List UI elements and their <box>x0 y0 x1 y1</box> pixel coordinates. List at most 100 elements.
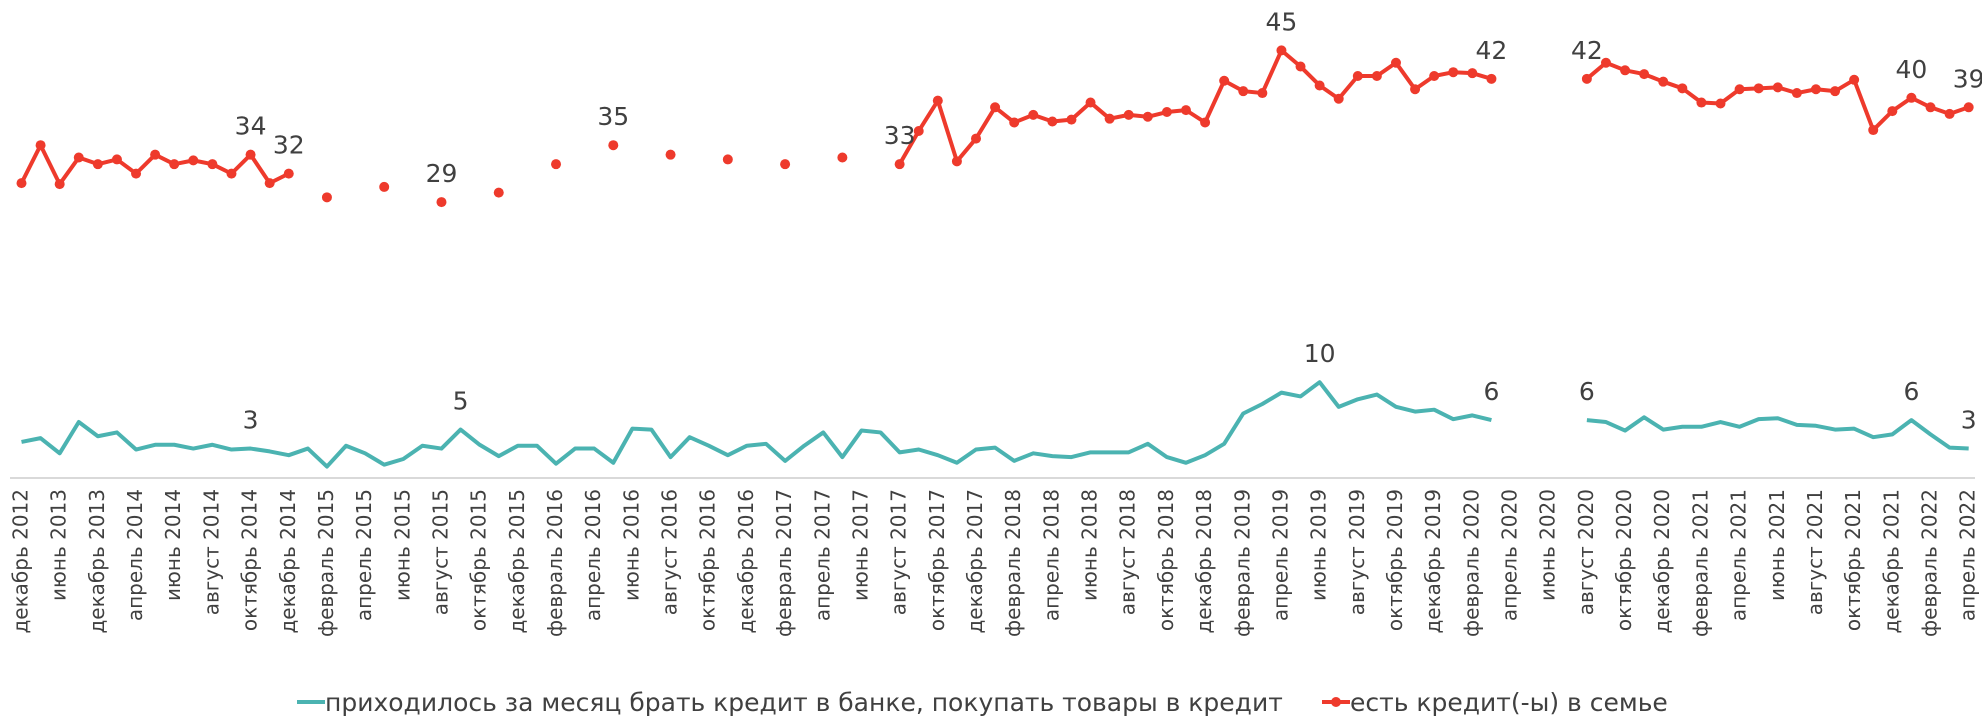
x-tick-label: апрель 2022 <box>1956 489 1980 621</box>
point-marker <box>608 140 619 151</box>
point-marker <box>1295 61 1306 72</box>
x-tick-label: август 2016 <box>658 489 682 615</box>
point-marker <box>1868 125 1879 136</box>
point-marker <box>1467 68 1478 79</box>
point-marker <box>780 159 791 170</box>
point-marker <box>73 152 84 163</box>
point-marker <box>1963 102 1974 113</box>
x-tick-label: апрель 2015 <box>352 489 376 621</box>
data-label: 39 <box>1953 64 1982 93</box>
x-tick-label: апрель 2020 <box>1498 489 1522 621</box>
x-tick-label: август 2015 <box>428 489 452 615</box>
x-tick-label: октябрь 2015 <box>467 489 491 631</box>
point-marker <box>1753 83 1764 94</box>
point-marker <box>1791 88 1802 99</box>
point-marker <box>1849 74 1860 85</box>
point-marker <box>321 192 332 203</box>
x-tick-label: декабрь 2021 <box>1879 489 1903 634</box>
x-tick-label: август 2019 <box>1345 489 1369 615</box>
point-marker <box>1410 84 1421 95</box>
point-marker <box>245 149 256 160</box>
series-line <box>19 48 1970 187</box>
point-marker <box>1429 70 1440 81</box>
point-marker <box>1486 73 1497 84</box>
point-marker <box>1906 92 1917 103</box>
x-tick-label: июнь 2021 <box>1765 489 1789 601</box>
point-marker <box>1810 84 1821 95</box>
x-tick-label: декабрь 2020 <box>1650 489 1674 634</box>
x-tick-label: декабрь 2015 <box>505 489 529 634</box>
data-label: 34 <box>235 112 267 141</box>
point-marker <box>1257 88 1268 99</box>
data-label: 40 <box>1896 55 1928 84</box>
data-label: 6 <box>1903 377 1919 406</box>
point-marker <box>1085 97 1096 108</box>
x-tick-label: февраль 2021 <box>1688 489 1712 637</box>
x-tick-label: октябрь 2019 <box>1383 489 1407 631</box>
point-marker <box>1925 102 1936 113</box>
x-tick-label: декабрь 2018 <box>1192 489 1216 634</box>
point-marker <box>169 159 180 170</box>
x-tick-label: декабрь 2019 <box>1421 489 1445 634</box>
x-tick-label: август 2020 <box>1574 489 1598 615</box>
x-tick-label: апрель 2021 <box>1727 489 1751 621</box>
point-marker <box>971 133 981 144</box>
point-marker <box>837 152 848 163</box>
point-marker <box>551 159 562 170</box>
point-marker <box>1142 111 1153 122</box>
x-tick-label: февраль 2016 <box>543 489 567 637</box>
point-marker <box>226 168 237 179</box>
point-marker <box>1677 83 1688 94</box>
point-marker <box>665 149 676 160</box>
point-marker <box>1352 70 1363 81</box>
point-marker <box>1448 67 1459 78</box>
data-label: 5 <box>453 387 469 416</box>
point-marker <box>264 178 275 189</box>
x-tick-label: август 2017 <box>887 489 911 615</box>
point-marker <box>1639 69 1650 80</box>
data-label: 35 <box>597 102 629 131</box>
point-marker <box>379 181 390 192</box>
point-marker <box>1620 65 1631 76</box>
x-tick-label: февраль 2019 <box>1230 489 1254 637</box>
point-marker <box>1696 97 1707 108</box>
x-tick-label: июнь 2015 <box>390 489 414 601</box>
legend-label: приходилось за месяц брать кредит в банк… <box>325 688 1283 717</box>
point-marker <box>932 95 943 106</box>
point-marker <box>1104 113 1115 124</box>
point-marker <box>131 168 142 179</box>
x-tick-label: февраль 2017 <box>772 489 796 637</box>
point-marker <box>16 178 27 189</box>
x-tick-label: декабрь 2016 <box>734 489 758 634</box>
x-tick-label: февраль 2020 <box>1459 489 1483 637</box>
x-tick-label: февраль 2022 <box>1918 489 1942 637</box>
legend-label: есть кредит(-ы) в семье <box>1350 688 1668 717</box>
data-label: 42 <box>1476 36 1508 65</box>
point-marker <box>1028 109 1039 120</box>
data-label: 6 <box>1483 377 1499 406</box>
x-tick-label: октябрь 2017 <box>925 489 949 631</box>
point-marker <box>1009 117 1020 128</box>
x-tick-label: апрель 2014 <box>123 489 147 621</box>
point-marker <box>54 179 65 190</box>
x-tick-label: июнь 2020 <box>1536 489 1560 601</box>
x-tick-label: апрель 2016 <box>581 489 605 621</box>
x-tick-label: июнь 2018 <box>1078 489 1102 601</box>
data-label: 10 <box>1304 339 1336 368</box>
point-marker <box>951 156 962 167</box>
data-label: 45 <box>1266 7 1298 36</box>
point-marker <box>913 125 924 136</box>
point-marker <box>1066 114 1077 125</box>
point-marker <box>722 154 733 165</box>
data-label: 32 <box>273 131 305 160</box>
x-tick-label: октябрь 2018 <box>1154 489 1178 631</box>
point-marker <box>1734 84 1745 95</box>
point-marker <box>1887 106 1898 117</box>
point-marker <box>1219 75 1230 86</box>
point-marker <box>1830 86 1841 97</box>
x-tick-label: октябрь 2016 <box>696 489 720 631</box>
point-marker <box>188 155 199 166</box>
point-marker <box>1161 107 1172 118</box>
x-tick-label: август 2021 <box>1803 489 1827 615</box>
x-tick-label: август 2014 <box>199 489 223 615</box>
